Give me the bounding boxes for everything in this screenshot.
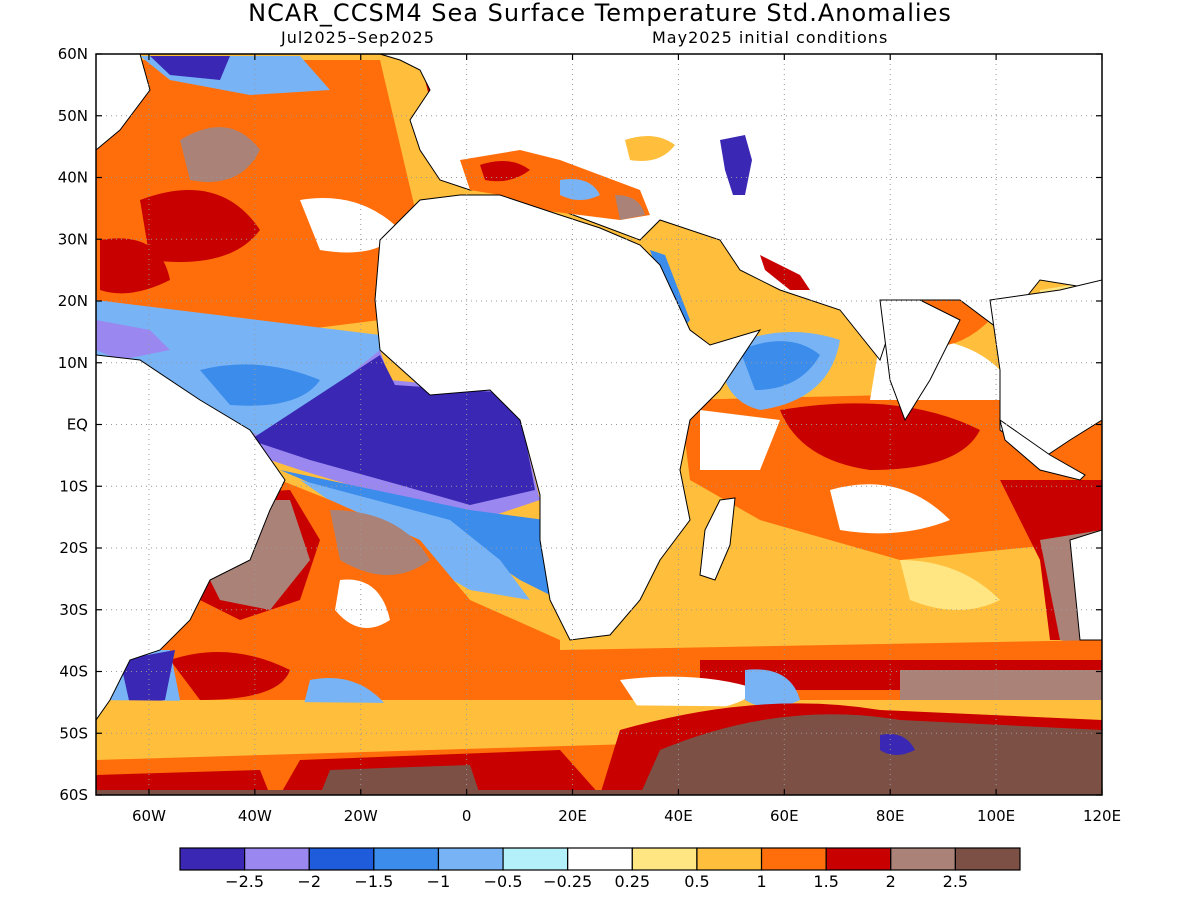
landmass-australia — [1069, 529, 1102, 641]
map-title: NCAR_CCSM4 Sea Surface Temperature Std.A… — [248, 0, 952, 27]
colorbar-label: −0.5 — [484, 872, 523, 891]
lat-tick-label: 60S — [59, 786, 88, 804]
colorbar-swatch — [308, 847, 375, 871]
colorbar-swatch — [890, 847, 956, 871]
subtitle-period: Jul2025–Sep2025 — [281, 28, 435, 47]
persian-gulf — [760, 255, 810, 290]
colorbar-swatch — [373, 847, 440, 871]
caspian-sea — [720, 135, 752, 195]
colorbar-swatch — [567, 847, 633, 871]
lat-tick-label: 20S — [59, 539, 88, 557]
colorbar-label: −2.5 — [225, 872, 264, 891]
colorbar-label: −1.5 — [354, 872, 393, 891]
lat-tick-label: 10S — [59, 477, 88, 495]
lon-tick-label: 120E — [1083, 807, 1121, 825]
lat-tick-label: 40N — [58, 169, 88, 187]
lon-tick-label: 20W — [344, 807, 378, 825]
colorbar-label: −2 — [297, 872, 321, 891]
lat-tick-label: 60N — [58, 45, 88, 63]
lat-tick-label: 50S — [59, 724, 88, 742]
landmass-africa — [374, 194, 762, 641]
lat-tick-label: 20N — [58, 292, 88, 310]
subtitle-init: May2025 initial conditions — [652, 28, 889, 47]
lat-tick-label: 50N — [58, 107, 88, 125]
colorbar-swatch — [954, 847, 1021, 871]
colorbar-swatch — [825, 847, 892, 871]
lon-tick-label: 60W — [132, 807, 166, 825]
lon-tick-label: 80E — [876, 807, 905, 825]
colorbar-swatch — [179, 847, 246, 871]
lon-tick-label: 60E — [770, 807, 799, 825]
colorbar-label: 1 — [756, 872, 766, 891]
colorbar-swatch — [696, 847, 763, 871]
black-sea — [625, 136, 675, 161]
colorbar-label: 2 — [886, 872, 896, 891]
lat-tick-label: 30N — [58, 230, 88, 248]
colorbar-swatch — [631, 847, 698, 871]
landmass-southeast-asia — [989, 279, 1102, 461]
landmass-india — [879, 299, 961, 422]
colorbar-label: −1 — [427, 872, 451, 891]
lat-tick-label: 10N — [58, 354, 88, 372]
colorbar-label: 0.25 — [614, 872, 650, 891]
lon-tick-label: 40W — [238, 807, 272, 825]
lon-tick-label: 20E — [558, 807, 587, 825]
landmass-sumatra — [999, 418, 1086, 481]
landmass-south-america — [96, 354, 286, 721]
lat-tick-label: EQ — [67, 416, 88, 434]
colorbar-swatch — [437, 847, 504, 871]
lon-tick-label: 40E — [664, 807, 693, 825]
axis-ticks: 60N 50N 40N 30N 20N 10N EQ 10S 20S 30S 40S 50S 60S 60… — [58, 45, 1121, 825]
lat-tick-label: 30S — [59, 601, 88, 619]
colorbar-swatch — [502, 847, 569, 871]
colorbar: −2.5 −2 −1.5 −1 −0.5 −0.25 0.25 0.5 1 1.5 2 2.5 — [179, 847, 1021, 891]
lon-tick-label: 0 — [462, 807, 472, 825]
lat-tick-label: 40S — [59, 663, 88, 681]
landmass-north-america — [96, 54, 151, 151]
landmass-madagascar — [699, 497, 736, 581]
colorbar-swatch — [244, 847, 310, 871]
colorbar-label: 0.5 — [684, 872, 709, 891]
colorbar-label: −0.25 — [543, 872, 592, 891]
colorbar-label: 1.5 — [813, 872, 838, 891]
colorbar-swatch — [760, 847, 827, 871]
lon-tick-label: 100E — [977, 807, 1015, 825]
colorbar-label: 2.5 — [943, 872, 968, 891]
map-grid — [96, 54, 1102, 795]
anomaly-field — [96, 54, 1102, 795]
